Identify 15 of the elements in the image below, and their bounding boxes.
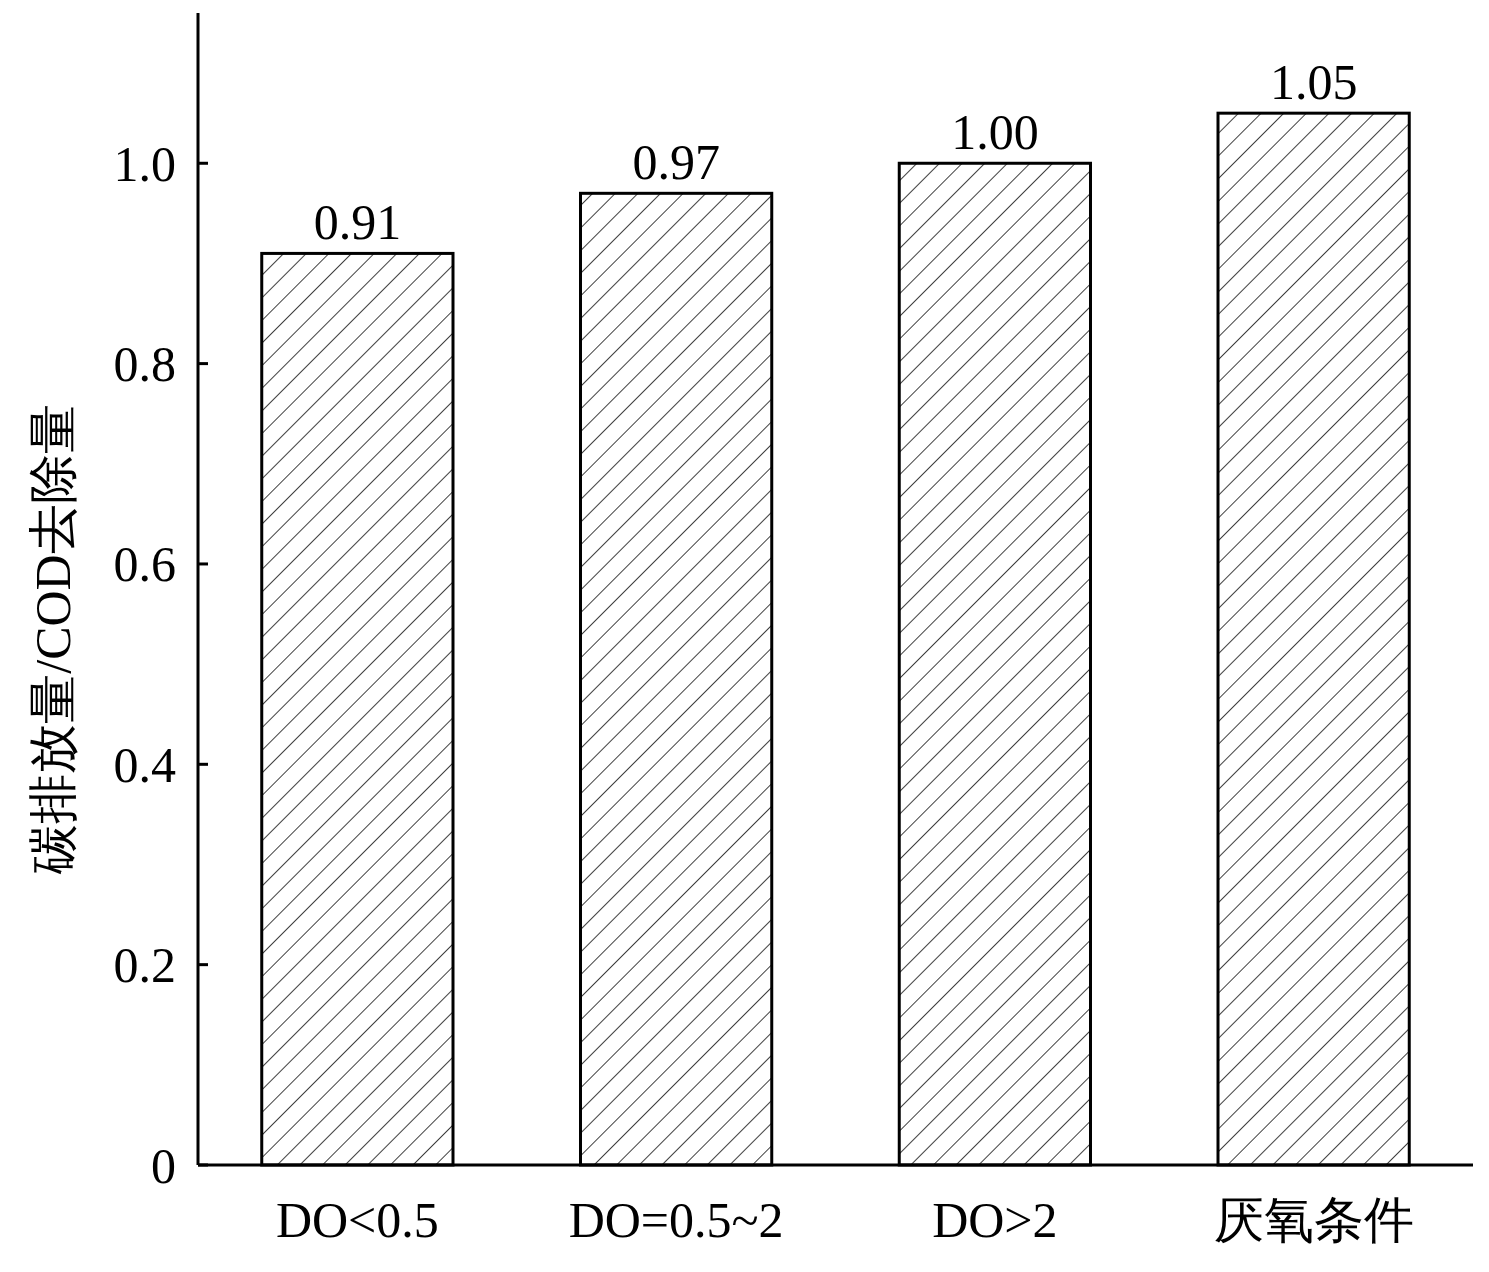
data-label: 1.00 [951,104,1039,161]
x-tick-label: DO>2 [932,1192,1058,1248]
y-tick-label: 0 [151,1137,176,1194]
x-tick-label: DO=0.5~2 [568,1192,784,1248]
y-tick-label: 0.2 [113,937,176,994]
y-tick-label: 0.8 [113,336,176,393]
data-label: 1.05 [1269,54,1358,111]
y-tick-label: 0.6 [113,536,176,593]
x-tick-label: 厌氧条件 [1213,1192,1414,1248]
y-tick-label: 1.0 [113,135,176,192]
y-axis-title: 碳排放量/COD去除量 [25,404,81,875]
y-tick-label: 0.4 [113,736,176,793]
data-label: 0.91 [313,194,402,251]
x-tick-label: DO<0.5 [275,1192,439,1248]
data-label: 0.97 [632,134,720,191]
